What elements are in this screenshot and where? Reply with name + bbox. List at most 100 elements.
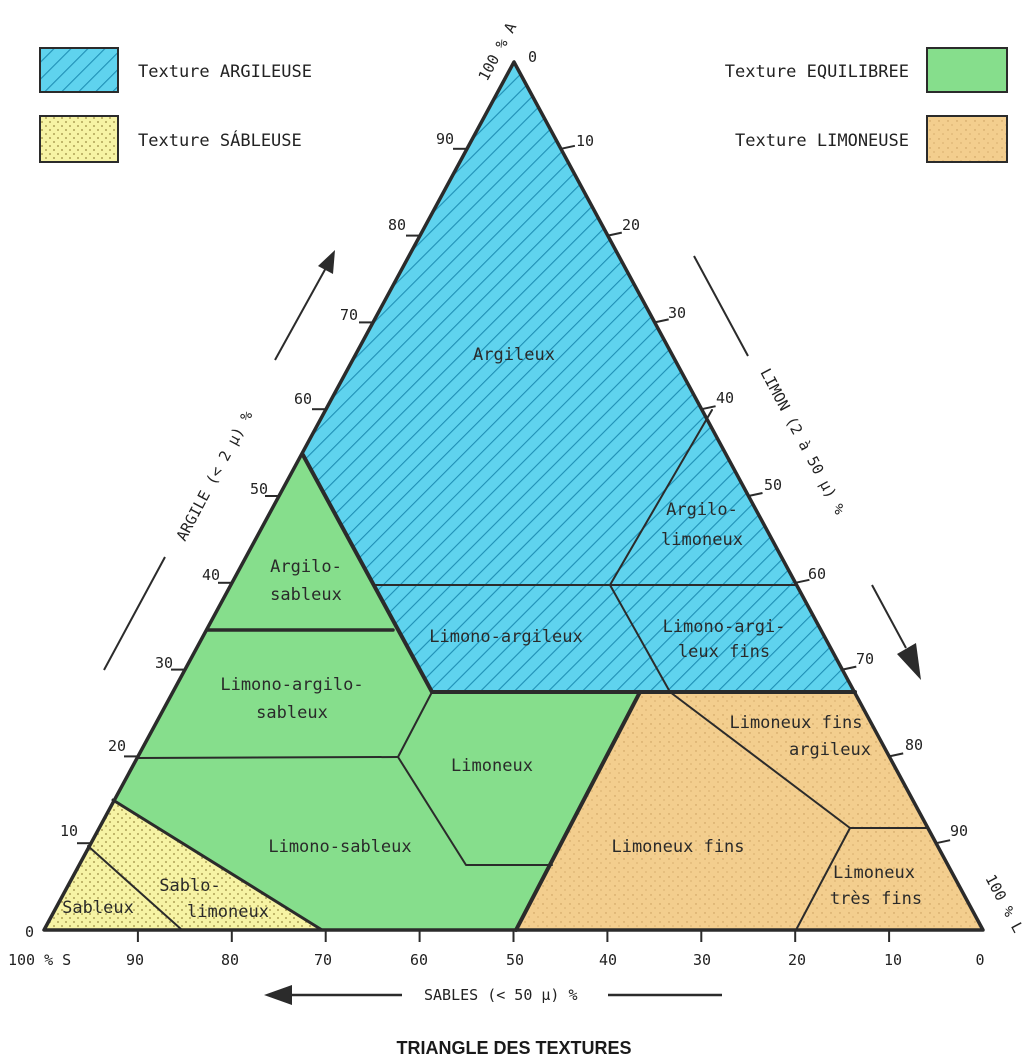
sables-tick-marks	[136, 930, 891, 942]
limon-tick-mark	[888, 752, 904, 758]
limon-tick-70: 70	[856, 650, 874, 668]
limon-tick-labels: 0 10 20 30 40 50 60 70 80 90	[528, 48, 968, 840]
region-label-argilo-sableux-line1: Argilo-	[270, 557, 342, 577]
sables-tick-40: 40	[599, 951, 617, 969]
limon-tick-10: 10	[576, 132, 594, 150]
legend: Texture ARGILEUSE Texture SÁBLEUSE Textu…	[39, 47, 1008, 163]
region-label-limoneux: Limoneux	[451, 756, 533, 776]
region-label-sableux: Sableux	[62, 898, 134, 918]
limon-tick-30: 30	[668, 304, 686, 322]
boundary-limono-argileux-fins	[609, 584, 671, 693]
region-sableux-area	[44, 800, 322, 930]
argile-tick-10: 10	[60, 822, 78, 840]
sables-tick-10: 10	[884, 951, 902, 969]
argile-tick-20: 20	[108, 737, 126, 755]
argile-tick-60: 60	[294, 390, 312, 408]
sables-tick-30: 30	[693, 951, 711, 969]
limon-axis-line-upper	[693, 255, 749, 357]
region-label-limoneux-tres-fins-line2: très fins	[830, 889, 922, 909]
region-equilibree-area	[113, 455, 640, 930]
region-label-limoneux-fins: Limoneux fins	[611, 837, 744, 857]
limon-tick-mark	[654, 318, 669, 324]
limon-tick-50: 50	[764, 476, 782, 494]
sables-tick-20: 20	[788, 951, 806, 969]
argile-axis-arrowhead	[318, 250, 335, 274]
argile-axis-title: ARGILE (< 2 µ) %	[173, 408, 257, 544]
region-label-sablo-limoneux-line2: limoneux	[187, 902, 269, 922]
legend-label-argileuse: Texture ARGILEUSE	[138, 62, 312, 82]
argile-tick-80: 80	[388, 216, 406, 234]
region-label-argilo-limoneux-line1: Argilo-	[666, 500, 738, 520]
legend-label-sableuse: Texture SÁBLEUSE	[138, 129, 302, 151]
limon-tick-mark	[607, 231, 623, 237]
argile-tick-marks	[77, 147, 467, 845]
region-label-limoneux-fins-argileux-line2: argileux	[789, 740, 871, 760]
argile-tick-0: 0	[25, 923, 34, 941]
limon-tick-mark	[560, 144, 576, 150]
region-limoneuse-area	[516, 692, 983, 930]
sables-axis-title-group: SABLES (< 50 µ) %	[264, 985, 722, 1005]
sables-tick-90: 90	[126, 951, 144, 969]
boundary-sandy	[111, 798, 324, 932]
argile-axis-line-lower	[103, 556, 166, 671]
limon-axis-arrow-shaft	[871, 584, 907, 649]
legend-label-equilibree: Texture EQUILIBREE	[725, 62, 909, 82]
boundary-silty-left	[514, 690, 642, 932]
region-label-limono-sableux: Limono-sableux	[268, 837, 411, 857]
sables-tick-80: 80	[221, 951, 239, 969]
argile-tick-40: 40	[202, 566, 220, 584]
boundary-sablo-limoneux	[87, 845, 183, 931]
apex-label-limon: 100 % L	[981, 871, 1024, 935]
texture-regions	[44, 62, 983, 930]
region-label-limoneux-tres-fins-line1: Limoneux	[833, 863, 915, 883]
legend-swatch-equilibree	[926, 47, 1008, 93]
sables-tick-60: 60	[410, 951, 428, 969]
limon-tick-0: 0	[528, 48, 537, 66]
limon-tick-marks	[560, 144, 951, 845]
region-boundaries	[87, 409, 929, 932]
limon-axis-arrowhead	[897, 643, 921, 680]
legend-swatch-argileuse	[39, 47, 119, 93]
boundary-argilo-limoneux-left	[609, 409, 713, 586]
limon-tick-mark	[748, 492, 763, 497]
limon-tick-80: 80	[905, 736, 923, 754]
apex-label-sables: 100 % S	[8, 951, 71, 969]
argile-tick-30: 30	[155, 654, 173, 672]
argile-axis-arrow-shaft	[274, 265, 328, 361]
limon-tick-90: 90	[950, 822, 968, 840]
limon-tick-mark	[935, 839, 951, 845]
region-label-limono-argilo-sableux-line2: sableux	[256, 703, 328, 723]
boundary-limoneux	[397, 691, 553, 866]
region-label-limono-argileux-fins-line1: Limono-argi-	[663, 617, 786, 637]
region-label-limono-argileux: Limono-argileux	[429, 627, 583, 647]
legend-label-limoneuse: Texture LIMONEUSE	[735, 131, 909, 151]
limon-tick-mark	[701, 405, 716, 411]
argile-tick-70: 70	[340, 306, 358, 324]
argile-tick-90: 90	[436, 130, 454, 148]
legend-swatch-limoneuse	[926, 115, 1008, 163]
region-label-sablo-limoneux-line1: Sablo-	[159, 876, 220, 896]
limon-tick-mark	[842, 665, 857, 671]
sables-axis-arrowhead	[264, 985, 292, 1005]
boundary-limoneux-tres-fins	[795, 827, 851, 931]
sables-tick-labels: 0 10 20 30 40 50 60 70 80 90	[126, 951, 985, 969]
sables-tick-0: 0	[975, 951, 984, 969]
argile-tick-50: 50	[250, 480, 268, 498]
region-label-argilo-sableux-line2: sableux	[270, 585, 342, 605]
region-argileux-area	[303, 62, 855, 692]
limon-tick-40: 40	[716, 389, 734, 407]
sables-axis-title: SABLES (< 50 µ) %	[424, 986, 578, 1004]
sables-tick-70: 70	[314, 951, 332, 969]
region-label-limono-argileux-fins-line2: leux fins	[678, 642, 770, 662]
region-label-limoneux-fins-argileux-line1: Limoneux fins	[729, 713, 862, 733]
argile-tick-labels: 0 10 20 30 40 50 60 70 80 90	[25, 130, 454, 941]
limon-axis-title: LIMON (2 à 50 µ) %	[756, 365, 848, 517]
region-label-limono-argilo-sableux-line1: Limono-argilo-	[220, 675, 363, 695]
region-label-argilo-limoneux-line2: limoneux	[661, 530, 743, 550]
limon-tick-mark	[795, 578, 810, 584]
figure-title: TRIANGLE DES TEXTURES	[396, 1038, 631, 1058]
limon-tick-20: 20	[622, 216, 640, 234]
region-labels: Argileux Argilo- limoneux Argilo- sableu…	[62, 345, 922, 922]
sables-tick-50: 50	[506, 951, 524, 969]
